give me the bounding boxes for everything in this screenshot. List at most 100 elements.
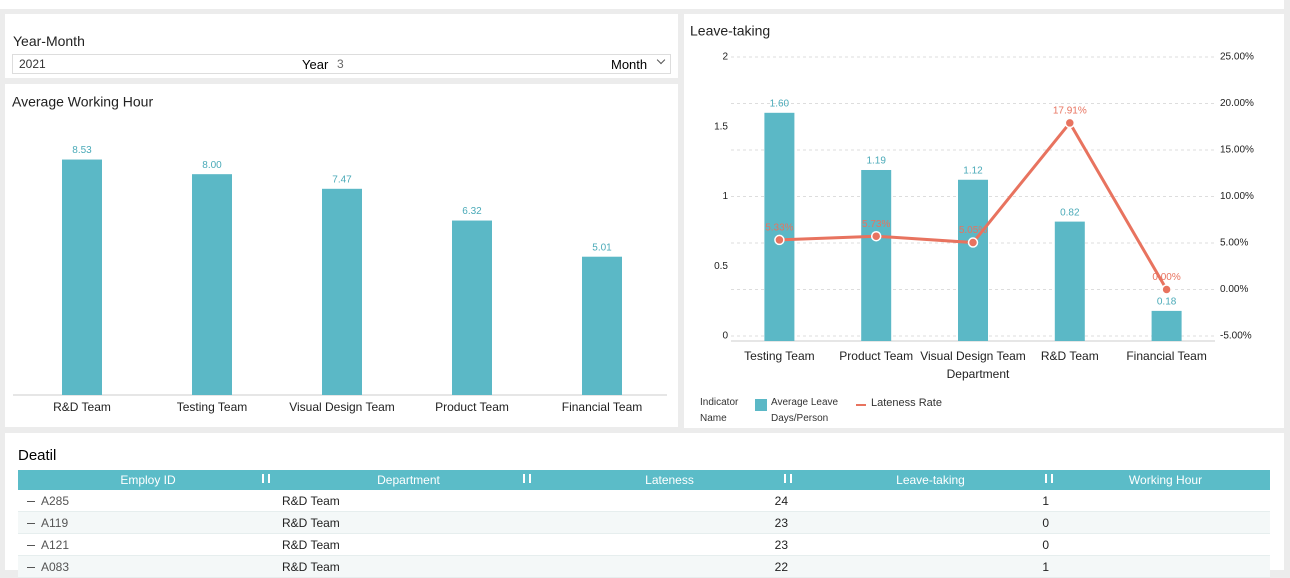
bar xyxy=(192,174,232,395)
x-tick-label: Visual Design Team xyxy=(289,400,395,414)
cell-text: 22 xyxy=(774,559,788,574)
header-row: Employ ID Department Lateness Leave-taking W… xyxy=(18,470,1270,490)
table-row: A119 R&D Team 23 0 xyxy=(18,511,1270,534)
y-tick-label: 1 xyxy=(722,191,728,202)
legend-label[interactable]: Average Leave Days/Person xyxy=(771,397,839,424)
table-title: Deatil xyxy=(18,447,57,464)
chevron xyxy=(656,55,666,65)
year-badge: 3 xyxy=(337,57,344,71)
sort-icon[interactable] xyxy=(262,474,270,483)
x-tick-label: R&D Team xyxy=(1041,349,1099,363)
x-tick-label: Visual Design Team xyxy=(920,349,1026,363)
legend-title: Indicator Name xyxy=(700,397,739,424)
data-label: 5.05% xyxy=(959,225,987,236)
cell-text: A121 xyxy=(41,537,70,552)
line-point xyxy=(1064,117,1076,129)
table-cell xyxy=(1061,511,1270,534)
collapse-icon[interactable] xyxy=(27,566,35,568)
x-tick-label: Financial Team xyxy=(1126,349,1206,363)
table-cell: R&D Team xyxy=(278,533,539,556)
legend-swatch xyxy=(856,404,866,406)
table-cell: 1 xyxy=(800,490,1061,512)
data-label: 8.53 xyxy=(72,145,92,156)
x-tick-label: R&D Team xyxy=(53,400,111,414)
table-cell: 1 xyxy=(800,555,1061,578)
bar xyxy=(322,188,362,395)
data-label: 5.01 xyxy=(592,242,612,253)
line-point xyxy=(774,234,785,246)
filter-title: Year-Month xyxy=(13,33,85,49)
table-cell: A285 xyxy=(18,490,278,512)
sort-icon[interactable] xyxy=(1045,474,1053,483)
y-tick-label: 0.5 xyxy=(714,261,728,272)
table-cell: R&D Team xyxy=(278,555,539,578)
column-header[interactable]: Lateness xyxy=(539,470,800,490)
table-cell xyxy=(1061,533,1270,556)
cell-text: 23 xyxy=(774,515,788,530)
table-cell: A121 xyxy=(18,533,278,556)
y2-tick-label: 20.00% xyxy=(1220,98,1254,109)
bar xyxy=(861,169,892,341)
collapse-icon[interactable] xyxy=(27,500,35,502)
table-cell: 22 xyxy=(539,555,800,578)
chart-title: Leave-taking xyxy=(690,23,770,39)
chart-title: Average Working Hour xyxy=(12,94,153,110)
data-label: 5.73% xyxy=(862,219,890,230)
y2-tick-label: 10.00% xyxy=(1220,191,1254,202)
cell-text: R&D Team xyxy=(282,493,340,508)
cell-text: 1 xyxy=(1042,559,1049,574)
sort-icon[interactable] xyxy=(784,474,792,483)
line-point xyxy=(967,237,979,248)
data-label: 1.12 xyxy=(963,165,983,176)
table-cell: 0 xyxy=(800,533,1061,556)
y2-tick-label: 0.00% xyxy=(1220,284,1248,295)
collapse-icon[interactable] xyxy=(27,544,35,546)
cell-text: A083 xyxy=(41,559,70,574)
table-cell xyxy=(1061,490,1270,512)
data-label: 0.00% xyxy=(1152,272,1180,283)
bar xyxy=(62,159,102,395)
detail-panel: Deatil Employ ID Department Lateness Leave-… xyxy=(5,433,1284,578)
table-cell: R&D Team xyxy=(278,490,539,512)
table-cell: 24 xyxy=(539,490,800,512)
x-tick-label: Testing Team xyxy=(744,349,814,363)
year-month-input[interactable]: 2021 Year 3 Month xyxy=(12,54,671,74)
cell-text: 0 xyxy=(1042,515,1049,530)
data-label: 6.32 xyxy=(462,206,482,217)
x-axis-title: Department xyxy=(947,367,1010,381)
table-cell: R&D Team xyxy=(278,511,539,534)
legend-label[interactable]: Lateness Rate xyxy=(871,397,942,409)
cell-text: R&D Team xyxy=(282,515,340,530)
table-cell xyxy=(1061,555,1270,578)
top-bar xyxy=(0,0,1284,9)
y2-tick-label: 25.00% xyxy=(1220,52,1254,63)
cell-text: 0 xyxy=(1042,537,1049,552)
x-tick-label: Financial Team xyxy=(562,400,642,414)
bar xyxy=(1151,310,1182,341)
bar xyxy=(452,220,492,395)
table-row: A285 R&D Team 24 1 xyxy=(18,490,1270,512)
table-row: A121 R&D Team 23 0 xyxy=(18,533,1270,556)
data-label: 17.91% xyxy=(1053,106,1087,117)
y2-tick-label: 15.00% xyxy=(1220,145,1254,156)
bar xyxy=(764,112,795,341)
cell-text: 1 xyxy=(1042,493,1049,508)
working-hour-chart: Average Working Hour 8.53 R&D Team 8.00 Tes… xyxy=(12,94,667,414)
column-header[interactable]: Department xyxy=(278,470,539,490)
table-cell: 0 xyxy=(800,511,1061,534)
working-hour-panel: Average Working Hour 8.53 R&D Team 8.00 Tes… xyxy=(5,84,678,427)
collapse-icon[interactable] xyxy=(27,522,35,524)
y2-tick-label: -5.00% xyxy=(1220,331,1252,342)
sort-icon[interactable] xyxy=(523,474,531,483)
column-header[interactable]: Employ ID xyxy=(18,470,278,490)
cell-text: 23 xyxy=(774,537,788,552)
x-tick-label: Product Team xyxy=(435,400,509,414)
column-header[interactable]: Leave-taking xyxy=(800,470,1061,490)
column-header[interactable]: Working Hour xyxy=(1061,470,1270,490)
leave-panel: Leave-taking Department 0 0.5 1 1.5 2 -5.00% 0… xyxy=(684,14,1284,428)
filter-panel: Year-Month 2021 Year 3 Month xyxy=(5,14,678,78)
y2-tick-label: 5.00% xyxy=(1220,238,1248,249)
table-cell: 23 xyxy=(539,511,800,534)
month-label[interactable]: Month xyxy=(611,57,648,72)
